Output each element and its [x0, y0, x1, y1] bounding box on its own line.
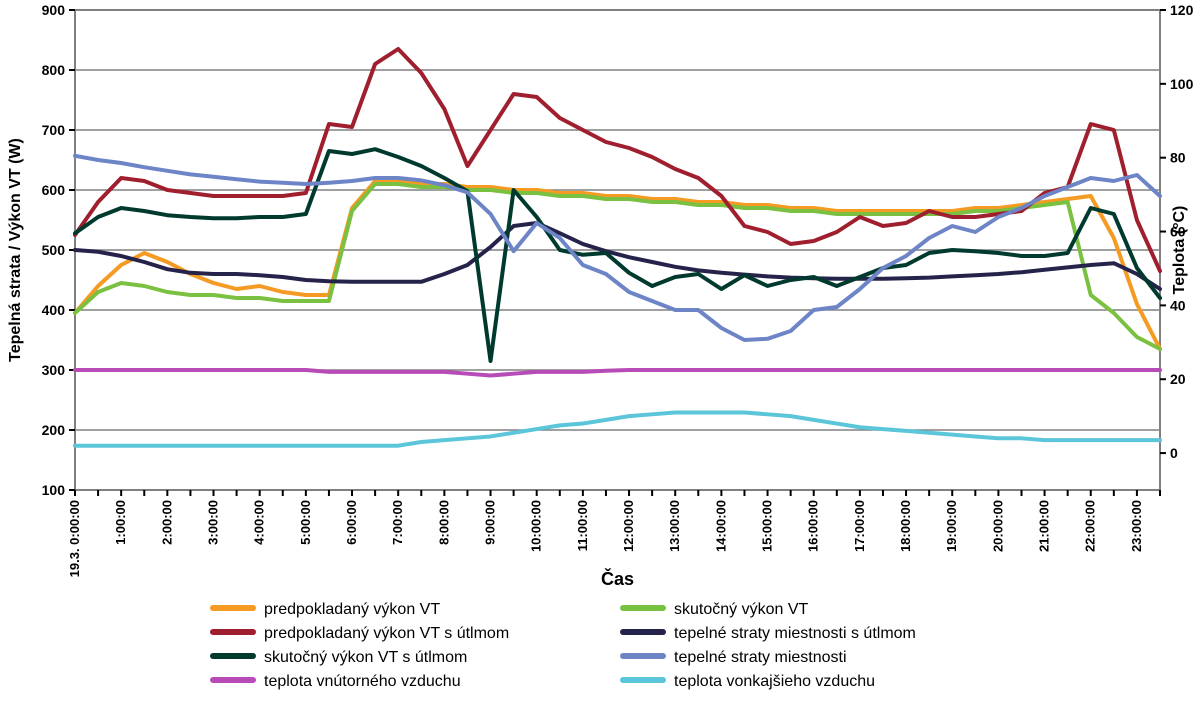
svg-text:19:00:00: 19:00:00: [944, 500, 959, 552]
svg-text:15:00:00: 15:00:00: [760, 500, 775, 552]
svg-text:8:00:00: 8:00:00: [436, 500, 451, 545]
legend-label: teplota vonkajšieho vzduchu: [674, 673, 875, 690]
svg-text:4:00:00: 4:00:00: [252, 500, 267, 545]
dual-axis-line-chart: 1002003004005006007008009000204060801001…: [0, 0, 1200, 713]
svg-text:14:00:00: 14:00:00: [713, 500, 728, 552]
legend-swatch: [210, 653, 256, 659]
svg-text:11:00:00: 11:00:00: [575, 500, 590, 551]
legend-swatch: [620, 677, 666, 683]
legend-label: teplota vnútorného vzduchu: [264, 673, 461, 690]
svg-text:5:00:00: 5:00:00: [298, 500, 313, 545]
svg-text:0: 0: [1170, 445, 1178, 461]
svg-text:120: 120: [1170, 2, 1194, 18]
svg-text:6:00:00: 6:00:00: [344, 500, 359, 545]
svg-text:400: 400: [42, 302, 66, 318]
y-right-axis-label: Teplota (°C): [1171, 206, 1188, 295]
svg-text:22:00:00: 22:00:00: [1083, 500, 1098, 552]
legend-swatch: [620, 629, 666, 635]
legend-label: predpokladaný výkon VT s útlmom: [264, 625, 509, 642]
chart-container: { "type":"line-dual-axis", "background_c…: [0, 0, 1200, 713]
legend-swatch: [210, 629, 256, 635]
svg-text:21:00:00: 21:00:00: [1037, 500, 1052, 552]
svg-text:3:00:00: 3:00:00: [206, 500, 221, 545]
legend-swatch: [210, 605, 256, 611]
svg-text:40: 40: [1170, 297, 1186, 313]
svg-text:12:00:00: 12:00:00: [621, 500, 636, 552]
y-left-axis-label: Tepelná strata / Výkon VT (W): [7, 138, 24, 362]
svg-text:18:00:00: 18:00:00: [898, 500, 913, 552]
svg-text:20:00:00: 20:00:00: [990, 500, 1005, 552]
legend-label: predpokladaný výkon VT: [264, 601, 440, 618]
legend-label: skutočný výkon VT s útlmom: [264, 649, 467, 666]
svg-text:800: 800: [42, 62, 66, 78]
svg-text:9:00:00: 9:00:00: [483, 500, 498, 545]
legend-swatch: [620, 653, 666, 659]
legend-label: tepelné straty miestnosti s útlmom: [674, 625, 916, 642]
svg-text:500: 500: [42, 242, 66, 258]
svg-text:700: 700: [42, 122, 66, 138]
svg-text:17:00:00: 17:00:00: [852, 500, 867, 552]
svg-text:600: 600: [42, 182, 66, 198]
svg-text:200: 200: [42, 422, 66, 438]
svg-text:7:00:00: 7:00:00: [390, 500, 405, 545]
svg-text:100: 100: [1170, 76, 1194, 92]
x-axis-label: Čas: [601, 568, 634, 589]
svg-text:20: 20: [1170, 371, 1186, 387]
legend-swatch: [210, 677, 256, 683]
svg-text:900: 900: [42, 2, 66, 18]
svg-text:1:00:00: 1:00:00: [113, 500, 128, 545]
svg-text:13:00:00: 13:00:00: [667, 500, 682, 552]
svg-text:23:00:00: 23:00:00: [1129, 500, 1144, 552]
svg-text:19.3. 0:00:00: 19.3. 0:00:00: [67, 500, 82, 577]
svg-text:10:00:00: 10:00:00: [529, 500, 544, 552]
svg-text:2:00:00: 2:00:00: [159, 500, 174, 545]
legend-swatch: [620, 605, 666, 611]
svg-text:16:00:00: 16:00:00: [806, 500, 821, 552]
svg-text:100: 100: [42, 482, 66, 498]
legend-label: skutočný výkon VT: [674, 601, 809, 618]
svg-text:300: 300: [42, 362, 66, 378]
svg-text:80: 80: [1170, 150, 1186, 166]
legend-label: tepelné straty miestnosti: [674, 649, 847, 666]
